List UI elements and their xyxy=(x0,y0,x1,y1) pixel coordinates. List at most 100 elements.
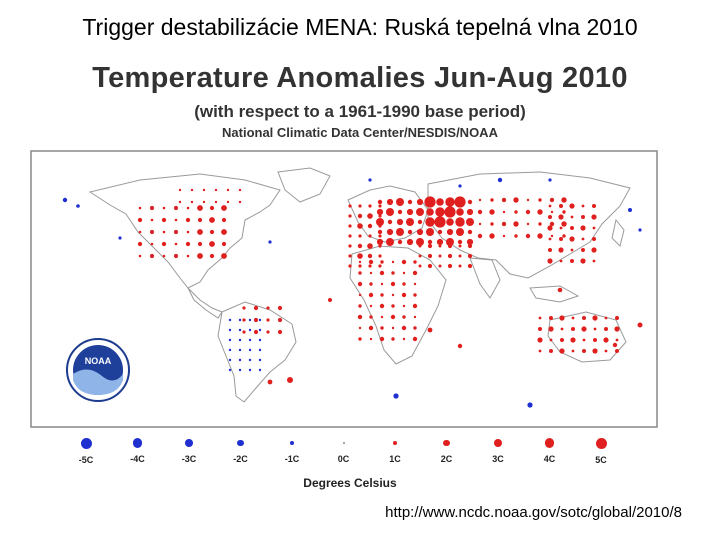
source-url[interactable]: http://www.ncdc.noaa.gov/sotc/global/201… xyxy=(385,504,682,521)
anomaly-dot xyxy=(393,393,399,399)
anomaly-dot xyxy=(418,254,422,258)
anomaly-dot xyxy=(526,222,530,226)
anomaly-dot xyxy=(537,209,543,215)
anomaly-dot xyxy=(238,188,242,192)
noaa-logo-bird xyxy=(73,369,123,395)
anomaly-dot xyxy=(438,264,442,268)
anomaly-dot xyxy=(547,258,553,264)
anomaly-dot xyxy=(593,338,597,342)
anomaly-dot xyxy=(548,178,552,182)
anomaly-dot xyxy=(173,205,179,211)
anomaly-dot xyxy=(376,218,384,226)
anomaly-dot xyxy=(501,197,507,203)
anomaly-dot xyxy=(186,254,190,258)
se-asia-outline xyxy=(529,285,580,303)
anomaly-dot xyxy=(396,228,404,236)
anomaly-dot xyxy=(562,210,566,214)
anomaly-dot xyxy=(525,233,531,239)
anomaly-dot xyxy=(501,221,507,227)
anomaly-dot xyxy=(228,318,232,322)
anomaly-dot xyxy=(253,305,259,311)
anomaly-dot xyxy=(202,188,206,192)
slide-title: Trigger destabilizácie MENA: Ruská tepel… xyxy=(82,14,638,40)
anomaly-dot xyxy=(413,282,417,286)
anomaly-dot xyxy=(406,208,414,216)
anomaly-dot xyxy=(416,208,424,216)
anomaly-dot xyxy=(458,244,462,248)
anomaly-dot xyxy=(238,318,242,322)
anomaly-dot xyxy=(416,238,424,246)
anomaly-dot xyxy=(358,304,362,308)
anomaly-dot xyxy=(173,253,179,259)
anomaly-dot xyxy=(209,253,215,259)
europe-outline xyxy=(347,185,429,243)
legend-item: 2C xyxy=(421,432,473,464)
anomaly-dot xyxy=(248,348,252,352)
anomaly-dot xyxy=(614,326,620,332)
anomaly-dot xyxy=(242,306,246,310)
anomaly-dot xyxy=(455,217,465,227)
legend-label: 0C xyxy=(337,454,350,464)
anomaly-dot xyxy=(202,200,206,204)
legend-item: -3C xyxy=(163,432,215,464)
legend-dot xyxy=(392,440,398,446)
anomaly-dot xyxy=(162,230,166,234)
anomaly-dot xyxy=(615,349,619,353)
japan-outline xyxy=(611,218,625,247)
anomaly-dot xyxy=(427,239,433,245)
anomaly-dot xyxy=(174,218,178,222)
anomaly-dot xyxy=(560,338,564,342)
anomaly-dot xyxy=(221,241,227,247)
anomaly-dot xyxy=(438,244,442,248)
anomaly-dot xyxy=(197,253,203,259)
australia-outline xyxy=(547,311,627,363)
anomaly-dot xyxy=(592,348,598,354)
anomaly-dot xyxy=(358,234,362,238)
anomaly-dot xyxy=(118,236,122,240)
anomaly-dot xyxy=(197,229,203,235)
anomaly-dot xyxy=(369,337,373,341)
anomaly-dot xyxy=(197,217,203,223)
anomaly-dot xyxy=(390,314,396,320)
anomaly-dot xyxy=(258,348,262,352)
anomaly-dot xyxy=(138,206,142,210)
central-america-outline xyxy=(187,287,223,319)
anomaly-dot xyxy=(226,188,230,192)
anomaly-dot xyxy=(582,316,586,320)
anomaly-dot xyxy=(436,198,444,206)
anomaly-dot xyxy=(368,204,372,208)
anomaly-dot xyxy=(391,293,395,297)
anomaly-dot xyxy=(357,281,363,287)
anomaly-dot xyxy=(277,305,283,311)
anomaly-dot xyxy=(549,316,553,320)
anomaly-dot xyxy=(581,215,585,219)
noaa-logo-text: NOAA xyxy=(85,356,112,366)
anomaly-dot xyxy=(367,223,373,229)
anomaly-dot xyxy=(369,282,373,286)
anomaly-dot xyxy=(402,271,406,275)
anomaly-dot xyxy=(138,230,142,234)
anomaly-dot xyxy=(277,317,283,323)
anomaly-dot xyxy=(569,203,575,209)
anomaly-dot xyxy=(604,327,608,331)
anomaly-dot xyxy=(412,270,418,276)
anomaly-dot xyxy=(367,253,373,259)
anomaly-dot xyxy=(149,229,155,235)
anomaly-dot xyxy=(490,222,494,226)
anomaly-dot xyxy=(357,223,363,229)
anomaly-dot xyxy=(387,219,393,225)
anomaly-dot xyxy=(407,199,413,205)
anomaly-dot xyxy=(436,238,444,246)
anomaly-dot xyxy=(456,208,464,216)
anomaly-dot xyxy=(549,197,555,203)
anomaly-dot xyxy=(458,184,462,188)
legend-item: 5C xyxy=(575,432,627,465)
anomaly-dot xyxy=(173,229,179,235)
anomaly-dot xyxy=(162,254,166,258)
map-frame xyxy=(30,150,658,428)
anomaly-dot xyxy=(497,177,503,183)
anomaly-dot xyxy=(62,197,68,203)
anomaly-dot xyxy=(548,204,552,208)
anomaly-dot xyxy=(287,377,293,383)
anomaly-dot xyxy=(427,253,433,259)
